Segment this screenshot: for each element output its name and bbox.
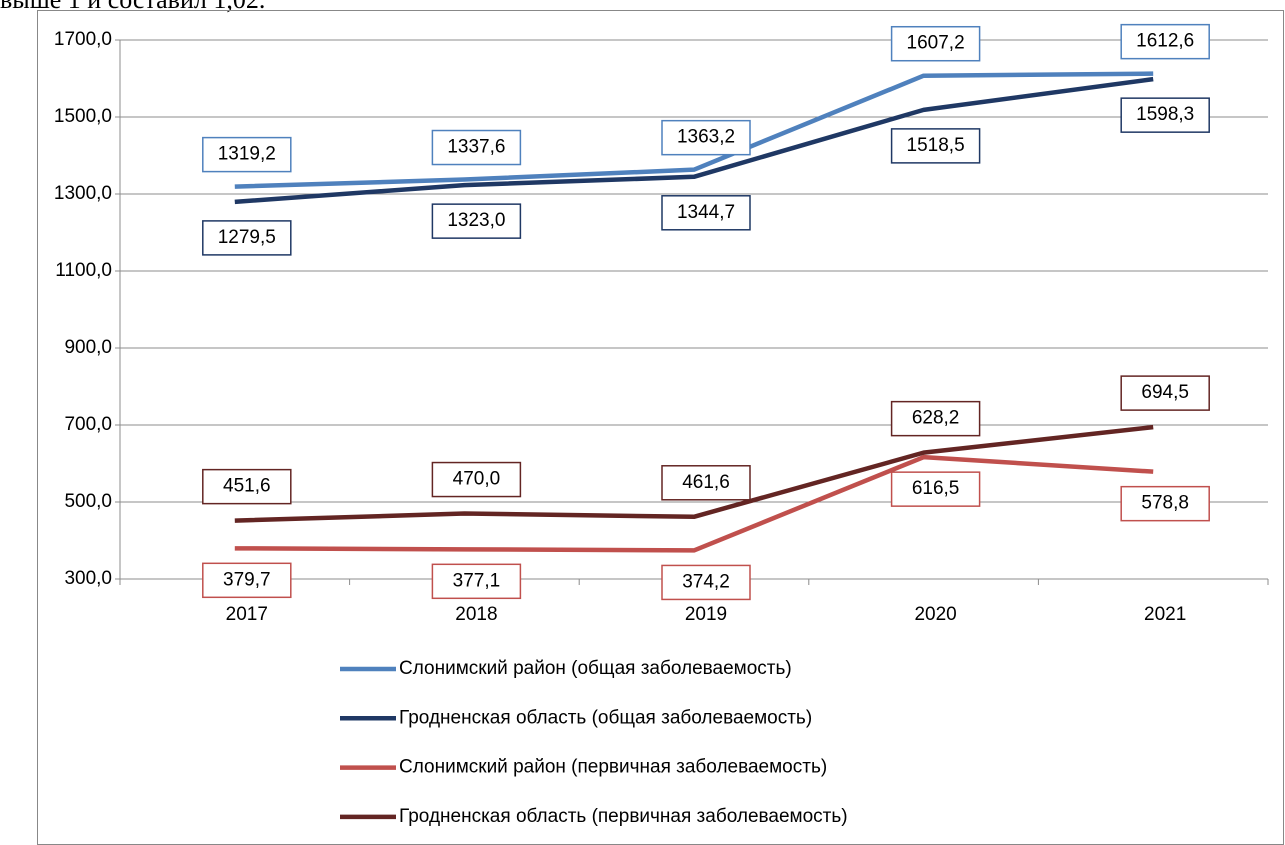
data-label-box <box>431 203 522 239</box>
data-label-box <box>890 400 981 437</box>
data-label: 1598,3 <box>1136 104 1194 125</box>
series-line <box>234 454 1154 553</box>
data-label: 1518,5 <box>907 135 965 156</box>
series-line <box>234 71 1154 189</box>
data-label: 1319,2 <box>218 144 276 165</box>
data-label: 470,0 <box>453 469 501 490</box>
x-tick-label: 2017 <box>226 604 268 625</box>
data-label: 1612,6 <box>1136 31 1194 52</box>
data-label: 1337,6 <box>447 137 505 158</box>
series-line <box>234 76 1154 205</box>
annotation: выше 1 и составил 1,02. <box>0 0 265 14</box>
legend-label: Гродненская область (общая заболеваемост… <box>399 707 812 728</box>
data-label: 1323,0 <box>447 210 505 231</box>
data-label-box <box>202 136 292 173</box>
data-label-box <box>890 128 981 164</box>
legend-label: Слонимский район (первичная заболеваемос… <box>399 757 827 778</box>
data-label-box <box>1120 375 1210 411</box>
data-label-box <box>1120 485 1210 522</box>
data-label: 1363,2 <box>677 127 735 148</box>
data-label-box <box>1120 97 1210 133</box>
y-tick-label: 1500,0 <box>54 106 112 127</box>
y-tick-label: 500,0 <box>64 491 112 512</box>
data-label: 1279,5 <box>218 227 276 248</box>
data-label-box <box>661 195 751 231</box>
data-label-box <box>202 468 292 505</box>
data-label-box <box>431 129 522 166</box>
series-line <box>234 424 1154 523</box>
legend-label: Слонимский район (общая заболеваемость) <box>399 658 792 679</box>
data-label-box <box>431 461 522 498</box>
y-tick-label: 1700,0 <box>54 29 112 50</box>
y-tick-label: 300,0 <box>64 568 112 589</box>
data-label: 379,7 <box>223 569 271 590</box>
data-label-box <box>661 119 751 156</box>
data-label: 616,5 <box>912 478 960 499</box>
y-tick-label: 900,0 <box>64 337 112 358</box>
x-tick-label: 2018 <box>455 604 497 625</box>
legend-label: Гродненская область (первичная заболевае… <box>399 806 848 827</box>
y-tick-label: 700,0 <box>64 414 112 435</box>
data-label-box <box>431 563 522 600</box>
data-label-box <box>890 471 981 507</box>
data-label: 461,6 <box>682 472 730 493</box>
data-label: 451,6 <box>223 476 271 497</box>
data-label-box <box>202 220 292 256</box>
data-label: 628,2 <box>912 408 960 429</box>
x-tick-label: 2021 <box>1144 604 1186 625</box>
y-tick-label: 1100,0 <box>55 260 112 281</box>
x-tick-label: 2020 <box>914 604 956 625</box>
data-label-box <box>890 25 981 62</box>
data-label: 374,2 <box>682 571 730 592</box>
data-label-box <box>1120 23 1210 60</box>
data-label: 1344,7 <box>677 202 735 223</box>
data-label-box <box>202 562 292 599</box>
data-label: 578,8 <box>1141 493 1189 514</box>
data-label-box <box>661 564 751 601</box>
data-label-box <box>661 465 751 501</box>
x-tick-label: 2019 <box>685 604 727 625</box>
data-label: 377,1 <box>453 570 501 591</box>
data-label: 1607,2 <box>907 33 965 54</box>
y-tick-label: 1300,0 <box>54 183 112 204</box>
data-label: 694,5 <box>1141 382 1189 403</box>
